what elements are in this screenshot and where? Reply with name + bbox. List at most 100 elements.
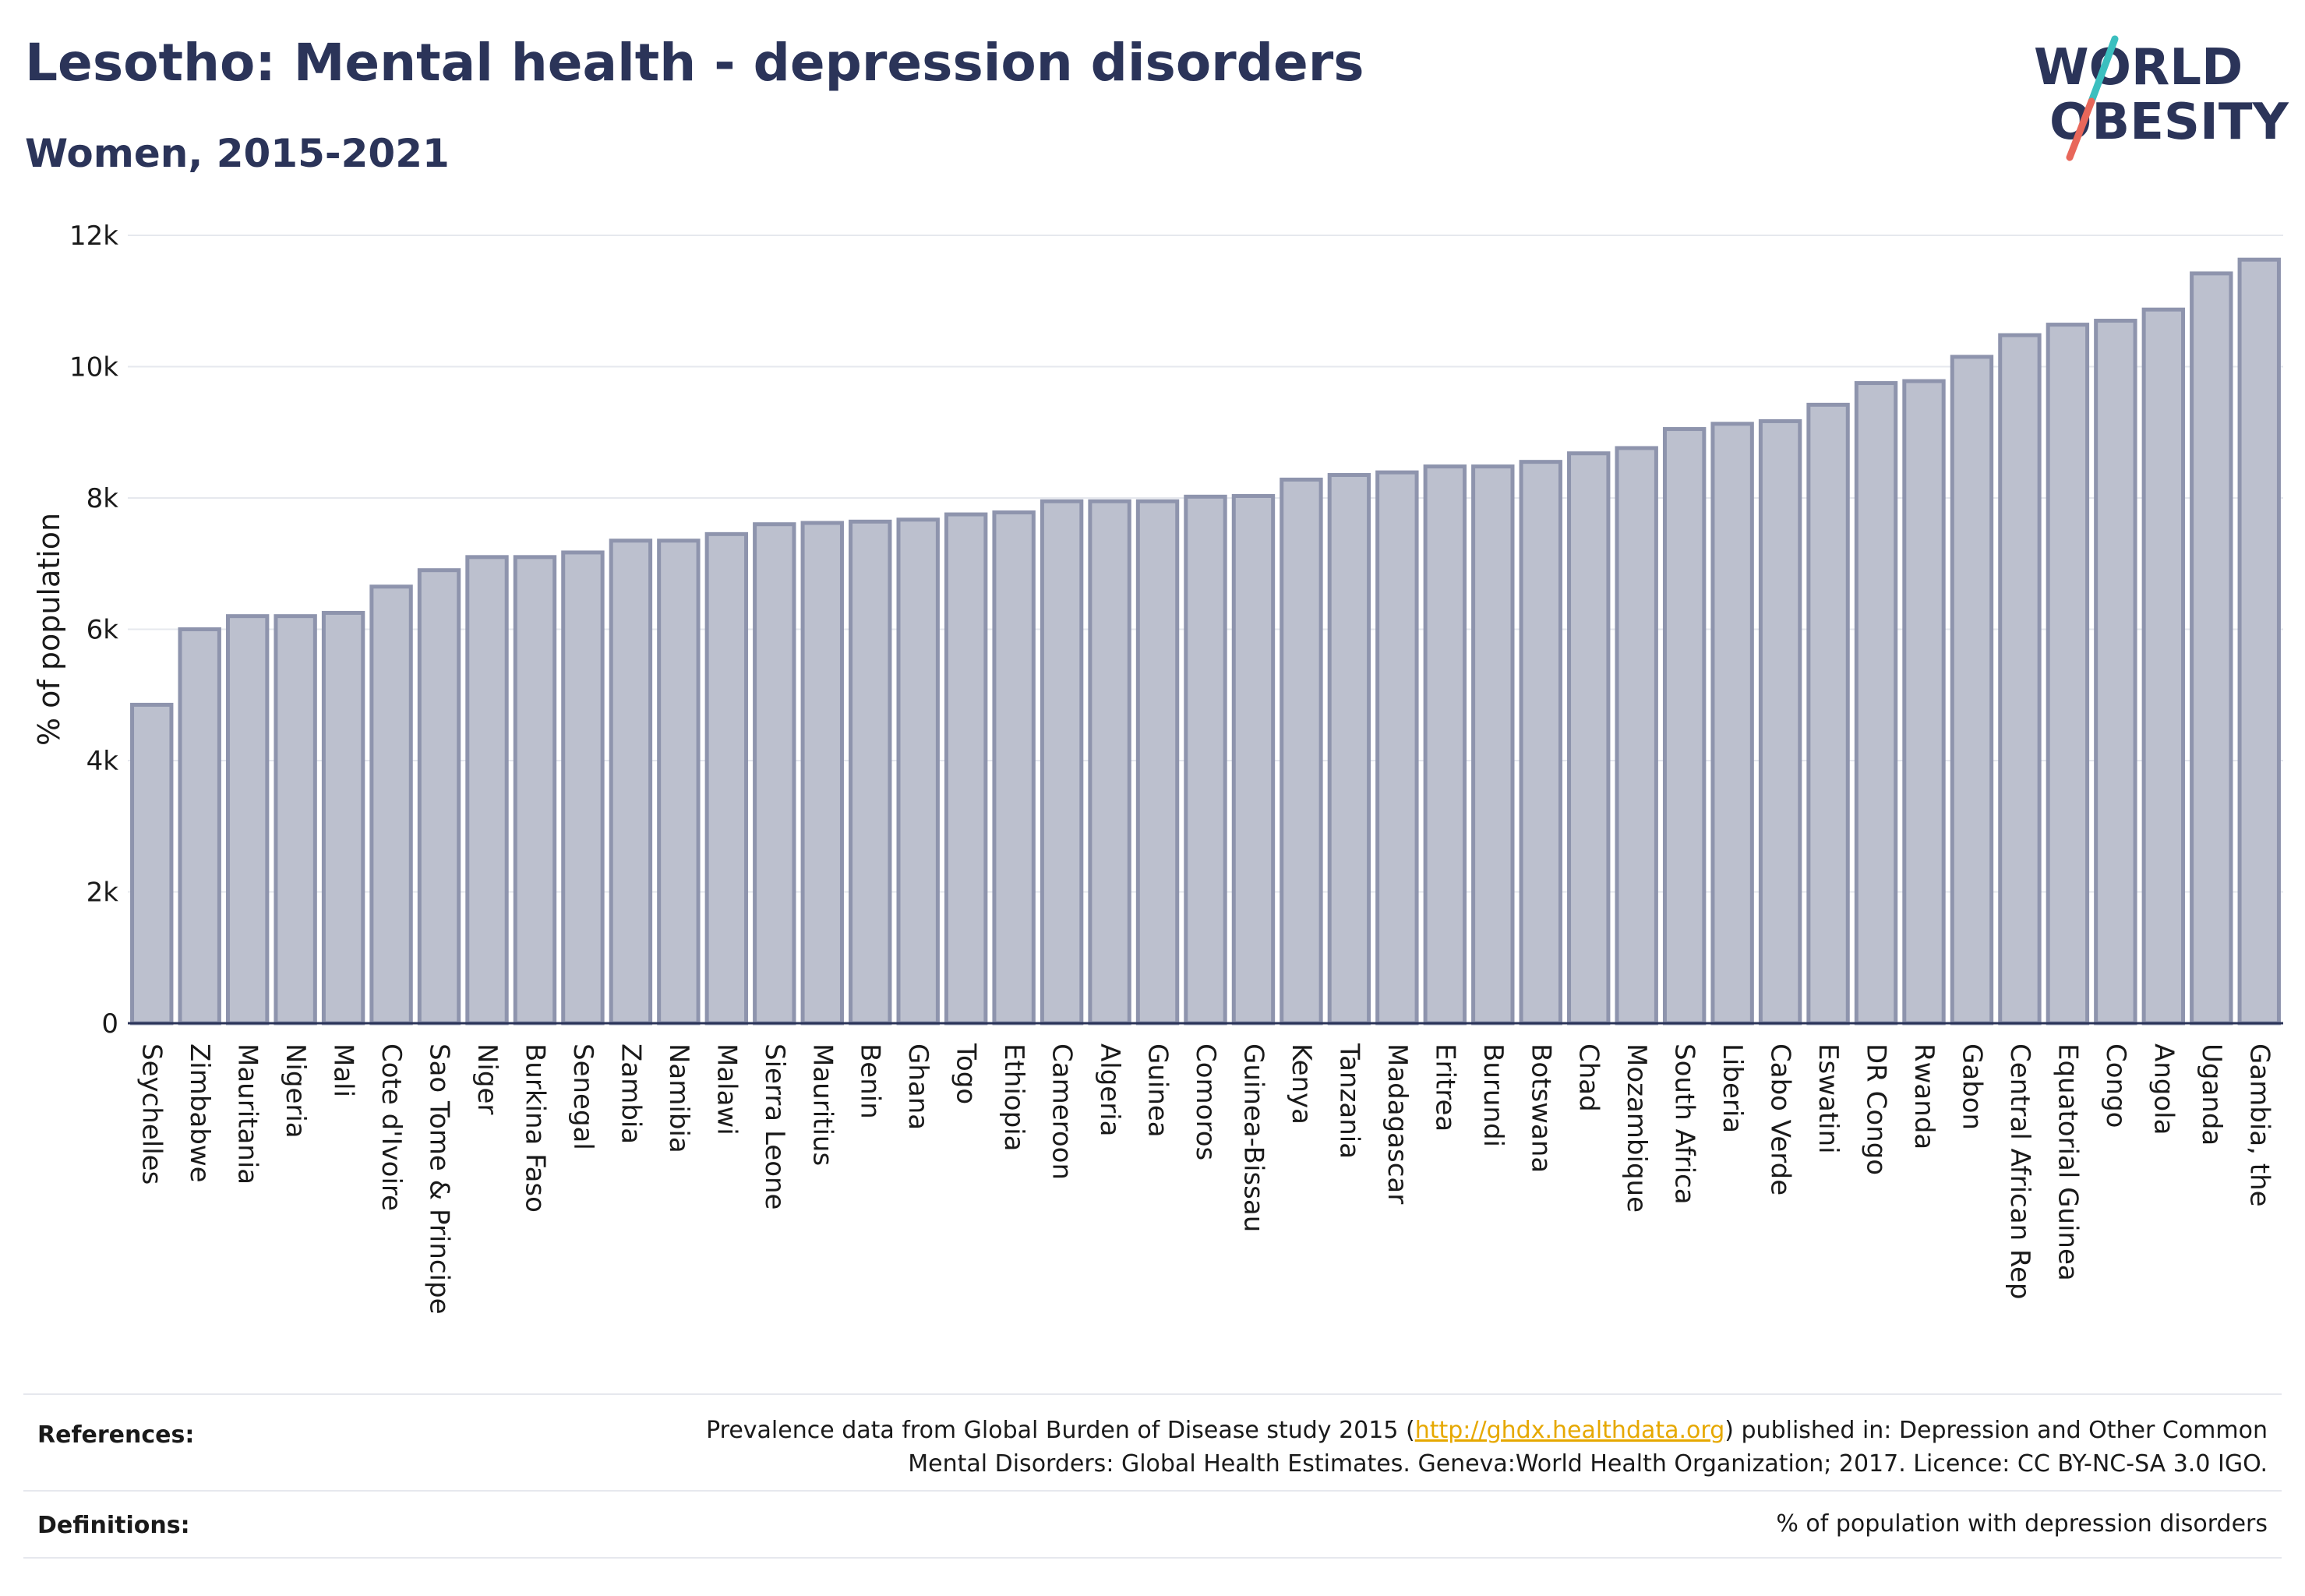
bar bbox=[1184, 494, 1227, 1026]
x-tick-label: Gabon bbox=[1956, 1043, 1987, 1130]
bar bbox=[1662, 427, 1707, 1026]
x-tick-label: Congo bbox=[2100, 1043, 2131, 1128]
x-tick-label: Mauritania bbox=[232, 1043, 263, 1185]
x-tick-label: Ghana bbox=[902, 1043, 934, 1130]
y-tick-label: 0 bbox=[101, 1008, 118, 1040]
references-label: References: bbox=[37, 1421, 195, 1449]
references-line2: Mental Disorders: Global Health Estimate… bbox=[908, 1450, 2268, 1478]
bar bbox=[1327, 473, 1371, 1026]
logo-line1: WORLD bbox=[2034, 39, 2243, 97]
logo-slash-coral bbox=[2066, 97, 2095, 161]
x-tick-label: Eritrea bbox=[1429, 1043, 1460, 1132]
x-tick-label: Cabo Verde bbox=[1765, 1043, 1796, 1195]
bar bbox=[178, 627, 221, 1026]
x-tick-label: Togo bbox=[951, 1043, 982, 1104]
bar bbox=[1902, 379, 1946, 1026]
y-tick-label: 10k bbox=[69, 352, 118, 383]
chart-title: Lesotho: Mental health - depression diso… bbox=[25, 33, 1364, 93]
bar bbox=[1950, 355, 1994, 1026]
world-obesity-logo: WORLD OBESITY bbox=[2034, 35, 2289, 161]
x-tick-label: Uganda bbox=[2196, 1043, 2227, 1146]
x-tick-label: Cote d'Ivoire bbox=[376, 1043, 407, 1211]
x-tick-label: Botswana bbox=[1525, 1043, 1556, 1173]
chart-subtitle: Women, 2015-2021 bbox=[25, 131, 450, 176]
x-tick-label: Namibia bbox=[663, 1043, 694, 1153]
bar bbox=[2046, 323, 2090, 1026]
y-axis-title: % of population bbox=[32, 513, 66, 746]
bar bbox=[753, 522, 796, 1026]
x-tick-label: South Africa bbox=[1669, 1043, 1700, 1205]
x-tick-label: Burundi bbox=[1477, 1043, 1509, 1147]
x-tick-label: Angola bbox=[2148, 1043, 2179, 1135]
x-tick-label: Central African Rep bbox=[2004, 1043, 2035, 1300]
x-tick-label: Guinea-Bissau bbox=[1237, 1043, 1269, 1232]
y-tick-label: 6k bbox=[86, 615, 119, 646]
bars bbox=[130, 257, 2281, 1026]
bar bbox=[2190, 271, 2233, 1026]
bar bbox=[849, 519, 892, 1026]
bar bbox=[1135, 499, 1180, 1026]
bar bbox=[1423, 464, 1467, 1026]
bar bbox=[1471, 464, 1515, 1026]
definitions-row: Definitions: % of population with depres… bbox=[23, 1490, 2282, 1559]
logo-slash-teal bbox=[2088, 35, 2119, 105]
bar bbox=[1710, 422, 1754, 1026]
bar bbox=[944, 512, 988, 1026]
x-tick-label: Mauritius bbox=[807, 1043, 838, 1166]
bar bbox=[1519, 460, 1562, 1026]
x-tick-label: Cameroon bbox=[1047, 1043, 1078, 1180]
references-post: ) published in: Depression and Other Com… bbox=[1724, 1417, 2268, 1444]
bar bbox=[2141, 307, 2186, 1026]
bar bbox=[2094, 319, 2137, 1026]
bar bbox=[130, 702, 174, 1026]
x-tick-label: Algeria bbox=[1094, 1043, 1125, 1136]
bar bbox=[274, 614, 317, 1026]
x-tick-label: Niger bbox=[471, 1043, 503, 1114]
bar bbox=[1088, 499, 1131, 1026]
bar bbox=[561, 550, 605, 1026]
x-tick-label: Sierra Leone bbox=[759, 1043, 790, 1209]
x-tick-label: Comoros bbox=[1190, 1043, 1221, 1160]
y-axis-ticks: 0 2k 4k 6k 8k 10k 12k bbox=[69, 221, 118, 1040]
x-axis-labels: Seychelles Zimbabwe Mauritania Nigeria Mali C… bbox=[136, 1043, 2275, 1315]
x-tick-label: Gambia, the bbox=[2243, 1043, 2275, 1207]
bar bbox=[465, 555, 509, 1026]
x-tick-label: Burkina Faso bbox=[519, 1043, 550, 1213]
bar bbox=[321, 610, 365, 1026]
bar bbox=[896, 517, 940, 1026]
bar bbox=[1758, 418, 1802, 1026]
bar bbox=[800, 521, 844, 1026]
definitions-text: % of population with depression disorder… bbox=[1776, 1510, 2268, 1538]
references-pre: Prevalence data from Global Burden of Di… bbox=[706, 1417, 1415, 1444]
bar bbox=[1998, 333, 2042, 1026]
y-tick-label: 12k bbox=[69, 221, 118, 252]
bar bbox=[513, 555, 557, 1026]
bar-chart: 0 2k 4k 6k 8k 10k 12k Seychelles Zimbabwe Maurit… bbox=[32, 221, 2283, 1315]
references-link[interactable]: http://ghdx.healthdata.org bbox=[1414, 1417, 1725, 1444]
bar bbox=[1567, 451, 1611, 1026]
x-tick-label: DR Congo bbox=[1861, 1043, 1892, 1175]
y-tick-label: 2k bbox=[86, 877, 119, 909]
bar bbox=[2237, 257, 2281, 1026]
bar bbox=[609, 538, 653, 1026]
references-text: Prevalence data from Global Burden of Di… bbox=[706, 1414, 2268, 1481]
x-tick-label: Guinea bbox=[1142, 1043, 1174, 1138]
bar bbox=[1231, 493, 1276, 1026]
x-tick-label: Sao Tome & Principe bbox=[424, 1043, 455, 1315]
y-tick-label: 4k bbox=[86, 746, 119, 777]
bar bbox=[1615, 446, 1658, 1026]
bar bbox=[1854, 381, 1898, 1026]
references-row: References: Prevalence data from Global … bbox=[23, 1393, 2282, 1492]
x-tick-label: Nigeria bbox=[280, 1043, 311, 1139]
x-tick-label: Liberia bbox=[1717, 1043, 1748, 1133]
bar bbox=[657, 538, 701, 1026]
x-tick-label: Tanzania bbox=[1333, 1043, 1364, 1159]
x-tick-label: Chad bbox=[1573, 1043, 1604, 1112]
bar bbox=[1806, 402, 1850, 1026]
x-tick-label: Mozambique bbox=[1621, 1043, 1652, 1213]
x-tick-label: Senegal bbox=[567, 1043, 598, 1150]
x-tick-label: Kenya bbox=[1286, 1043, 1317, 1125]
bar bbox=[1280, 477, 1323, 1026]
x-tick-label: Benin bbox=[855, 1043, 886, 1119]
x-tick-label: Zambia bbox=[615, 1043, 646, 1144]
